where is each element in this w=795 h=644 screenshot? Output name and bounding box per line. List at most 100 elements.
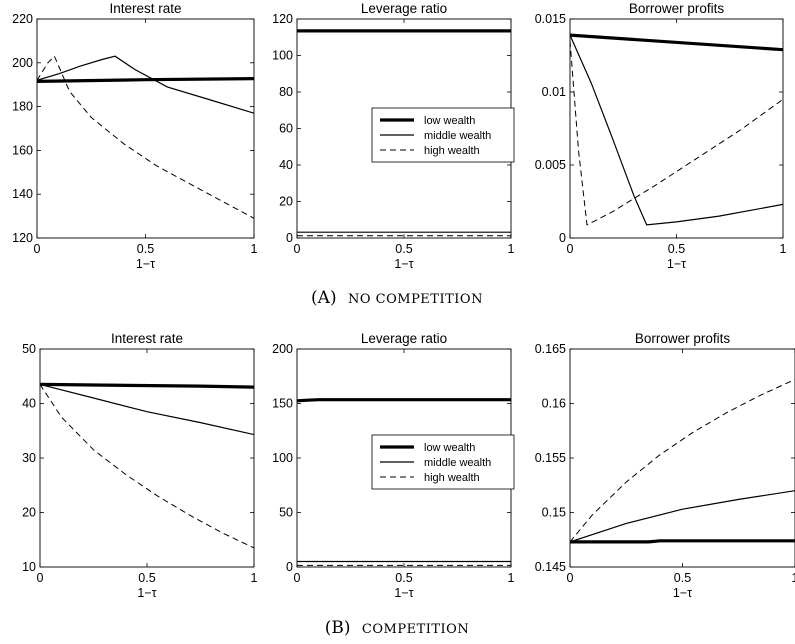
x-tick-label: 1 (792, 571, 795, 585)
y-tick-label: 100 (272, 451, 293, 465)
caption-b-text: COMPETITION (362, 622, 469, 637)
y-tick-label: 100 (272, 49, 293, 63)
series-line-middle-wealth (37, 55, 254, 114)
y-tick-label: 0.15 (542, 506, 566, 520)
y-tick-label: 140 (12, 187, 33, 201)
y-tick-label: 150 (272, 397, 293, 411)
y-tick-label: 60 (279, 122, 293, 136)
series-line-low-wealth (40, 382, 254, 389)
caption-b: (B) COMPETITION (325, 618, 469, 638)
legend-label: middle wealth (424, 130, 491, 142)
y-tick-label: 50 (279, 506, 293, 520)
y-tick-label: 0.015 (535, 12, 566, 26)
x-tick-label: 1 (508, 242, 515, 256)
legend-label: low wealth (424, 115, 475, 127)
y-tick-label: 10 (22, 560, 36, 574)
x-tick-label: 1 (251, 571, 258, 585)
y-tick-label: 220 (12, 12, 33, 26)
y-tick-label: 0.155 (535, 451, 566, 465)
x-tick-label: 0.5 (668, 242, 685, 256)
chart-title: Borrower profits (629, 1, 725, 16)
y-tick-label: 120 (12, 231, 33, 245)
series-line-low-wealth (570, 539, 795, 544)
y-tick-label: 0 (286, 231, 293, 245)
y-tick-label: 0.16 (542, 397, 566, 411)
legend-label: high wealth (424, 145, 480, 157)
plot-frame (569, 348, 795, 568)
y-tick-label: 50 (22, 342, 36, 356)
legend-label: middle wealth (424, 457, 491, 469)
caption-a-label: (A) (311, 288, 337, 308)
chart-panel-A-1: Interest rate 0 0.5 1 120 140 160 180 200 220 1−τ (12, 1, 257, 271)
legend-label: high wealth (424, 472, 480, 484)
x-tick-label: 1 (780, 242, 787, 256)
caption-b-label: (B) (325, 618, 351, 638)
series-line-low-wealth (570, 33, 783, 52)
y-tick-label: 200 (12, 56, 33, 70)
x-tick-label: 0.5 (395, 571, 412, 585)
chart-panel-A-3: Borrower profits 0 0.5 1 0 0.005 0.01 0.015 1−τ (535, 1, 787, 271)
y-tick-label: 180 (12, 100, 33, 114)
x-tick-label: 1 (508, 571, 515, 585)
y-tick-label: 40 (279, 158, 293, 172)
plot-frame (39, 348, 255, 568)
legend: low wealth middle wealth high wealth (371, 434, 515, 490)
chart-title: Borrower profits (635, 331, 731, 346)
x-tick-label: 0 (294, 242, 301, 256)
series-line-high-wealth (570, 379, 795, 543)
y-tick-label: 120 (272, 12, 293, 26)
x-axis-label: 1−τ (394, 257, 413, 271)
caption-a: (A) NO COMPETITION (311, 288, 483, 308)
y-tick-label: 20 (22, 506, 36, 520)
y-tick-label: 160 (12, 143, 33, 157)
chart-panel-B-3: Borrower profits 0 0.5 1 0.145 0.15 0.155 0.16 0… (535, 331, 795, 600)
x-axis-label: 1−τ (673, 586, 692, 600)
series-line-middle-wealth (570, 34, 783, 226)
y-tick-label: 200 (272, 342, 293, 356)
x-axis-label: 1−τ (394, 586, 413, 600)
legend-label: low wealth (424, 442, 475, 454)
legend: low wealth middle wealth high wealth (371, 107, 515, 163)
chart-title: Interest rate (111, 331, 183, 346)
chart-panel-B-1: Interest rate 0 0.5 1 10 20 30 40 50 1−τ (22, 331, 257, 600)
y-tick-label: 20 (279, 195, 293, 209)
x-tick-label: 0.5 (674, 571, 691, 585)
series-line-low-wealth (37, 77, 254, 83)
x-tick-label: 0 (34, 242, 41, 256)
y-tick-label: 80 (279, 85, 293, 99)
y-tick-label: 0 (286, 560, 293, 574)
x-tick-label: 0 (567, 242, 574, 256)
chart-title: Leverage ratio (361, 331, 447, 346)
x-axis-label: 1−τ (667, 257, 686, 271)
series-line-low-wealth (297, 398, 511, 403)
x-axis-label: 1−τ (136, 257, 155, 271)
y-tick-label: 40 (22, 397, 36, 411)
x-tick-label: 1 (251, 242, 258, 256)
series-line-high-wealth (40, 384, 254, 549)
y-tick-label: 0.01 (542, 85, 566, 99)
series-line-middle-wealth (570, 490, 795, 543)
chart-title: Interest rate (109, 1, 181, 16)
x-tick-label: 0 (567, 571, 574, 585)
chart-panel-A-2: Leverage ratio 0 0.5 1 0 20 40 60 80 100 120 1−τ low… (272, 1, 514, 271)
y-tick-label: 30 (22, 451, 36, 465)
x-tick-label: 0 (37, 571, 44, 585)
x-tick-label: 0.5 (138, 571, 155, 585)
y-tick-label: 0.165 (535, 342, 566, 356)
y-tick-label: 0 (559, 231, 566, 245)
chart-panel-B-2: Leverage ratio 0 0.5 1 0 50 100 150 200 1−τ low we… (272, 331, 514, 600)
y-tick-label: 0.145 (535, 560, 566, 574)
series-line-high-wealth (37, 55, 254, 219)
series-line-high-wealth (570, 40, 783, 226)
caption-a-text: NO COMPETITION (348, 292, 483, 307)
plot-frame (569, 18, 784, 239)
y-tick-label: 0.005 (535, 158, 566, 172)
plot-frame (36, 18, 255, 239)
chart-title: Leverage ratio (361, 1, 447, 16)
x-tick-label: 0.5 (137, 242, 154, 256)
series-line-middle-wealth (40, 383, 254, 436)
x-tick-label: 0.5 (395, 242, 412, 256)
x-axis-label: 1−τ (137, 586, 156, 600)
